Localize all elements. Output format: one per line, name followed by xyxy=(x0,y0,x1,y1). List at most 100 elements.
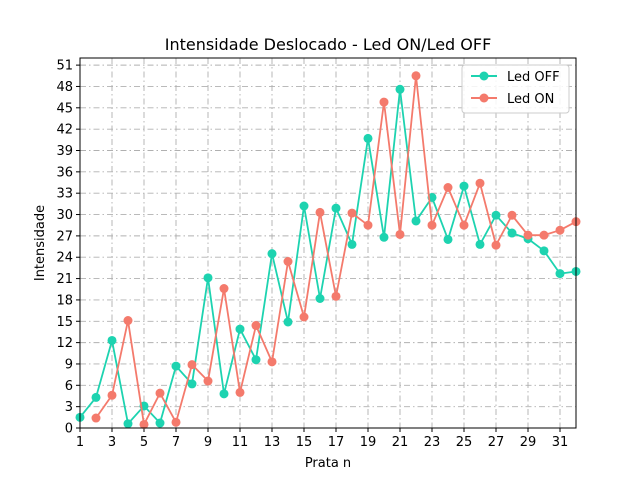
data-point-led-off xyxy=(507,228,517,238)
data-point-led-on xyxy=(219,284,229,294)
data-point-led-on xyxy=(347,208,357,218)
legend-marker-led-off xyxy=(479,71,489,81)
data-point-led-off xyxy=(443,234,453,244)
data-point-led-on xyxy=(427,220,437,230)
x-tick-label: 15 xyxy=(296,435,313,450)
data-point-led-off xyxy=(123,419,133,429)
data-point-led-on xyxy=(155,388,165,398)
x-tick-label: 19 xyxy=(360,435,377,450)
x-axis-label: Prata n xyxy=(305,456,351,471)
data-point-led-on xyxy=(171,417,181,427)
data-point-led-on xyxy=(395,229,405,239)
y-tick-label: 33 xyxy=(56,187,73,202)
chart-title: Intensidade Deslocado - Led ON/Led OFF xyxy=(165,35,492,54)
data-point-led-off xyxy=(187,379,197,389)
data-point-led-on xyxy=(251,321,261,331)
data-point-led-on xyxy=(315,207,325,217)
x-tick-label: 31 xyxy=(552,435,569,450)
data-point-led-on xyxy=(123,316,133,326)
data-point-led-off xyxy=(267,249,277,259)
y-tick-label: 15 xyxy=(56,315,73,330)
data-point-led-on xyxy=(491,240,501,250)
x-tick-label: 5 xyxy=(140,435,148,450)
data-point-led-off xyxy=(475,239,485,249)
x-tick-label: 9 xyxy=(204,435,212,450)
y-tick-label: 51 xyxy=(56,59,73,74)
y-tick-label: 24 xyxy=(56,251,73,266)
y-tick-label: 6 xyxy=(65,379,73,394)
y-tick-label: 18 xyxy=(56,293,73,308)
y-tick-label: 21 xyxy=(56,272,73,287)
y-tick-label: 42 xyxy=(56,123,73,138)
data-point-led-on xyxy=(379,97,389,107)
x-tick-label: 11 xyxy=(232,435,249,450)
y-tick-label: 3 xyxy=(65,400,73,415)
data-point-led-off xyxy=(539,246,549,256)
y-tick-label: 9 xyxy=(65,357,73,372)
data-point-led-off xyxy=(363,133,373,143)
data-point-led-off xyxy=(459,181,469,191)
x-tick-label: 7 xyxy=(172,435,180,450)
y-tick-label: 30 xyxy=(56,208,73,223)
data-point-led-on xyxy=(539,230,549,240)
data-point-led-off xyxy=(411,216,421,226)
data-point-led-off xyxy=(91,392,101,402)
x-tick-label: 25 xyxy=(456,435,473,450)
data-point-led-on xyxy=(187,360,197,370)
data-point-led-on xyxy=(283,257,293,266)
y-tick-label: 45 xyxy=(56,101,73,116)
y-tick-label: 36 xyxy=(56,165,73,180)
legend: Led OFF Led ON xyxy=(461,64,570,114)
data-point-led-on xyxy=(459,220,469,230)
data-point-led-on xyxy=(523,230,533,240)
data-point-led-off xyxy=(203,273,213,283)
data-point-led-off xyxy=(299,201,309,211)
data-point-led-on xyxy=(299,312,309,322)
data-point-led-off xyxy=(379,232,389,242)
data-point-led-on xyxy=(203,376,213,386)
y-tick-label: 48 xyxy=(56,80,73,95)
y-axis-label: Intensidade xyxy=(33,205,48,281)
x-tick-label: 13 xyxy=(264,435,281,450)
grid-lines xyxy=(79,58,576,429)
y-tick-label: 39 xyxy=(56,144,73,159)
data-point-led-off xyxy=(331,203,341,213)
data-point-led-off xyxy=(347,239,357,249)
data-point-led-on xyxy=(475,178,485,188)
x-tick-label: 1 xyxy=(76,435,84,450)
data-point-led-on xyxy=(107,390,117,400)
x-tick-label: 21 xyxy=(392,435,409,450)
data-point-led-off xyxy=(107,335,117,345)
data-point-led-off xyxy=(219,389,229,399)
y-tick-label: 0 xyxy=(65,422,73,437)
y-tick-label: 12 xyxy=(56,336,73,351)
data-point-led-off xyxy=(555,269,565,279)
x-tick-label: 23 xyxy=(424,435,441,450)
data-point-led-off xyxy=(235,324,245,334)
data-point-led-on xyxy=(363,220,373,230)
data-point-led-on xyxy=(139,419,149,429)
axis-ticks: 1 3 5 7 9 11 13 15 17 19 21 23 25 27 29 310369121518212… xyxy=(56,59,568,450)
data-point-led-on xyxy=(267,357,277,367)
data-point-led-on xyxy=(555,225,565,235)
data-point-led-on xyxy=(331,291,341,301)
legend-label-led-on: Led ON xyxy=(507,92,554,107)
legend-label-led-off: Led OFF xyxy=(507,70,560,85)
data-point-led-on xyxy=(507,210,517,220)
data-point-led-on xyxy=(91,413,101,423)
x-tick-label: 27 xyxy=(488,435,505,450)
data-point-led-off xyxy=(491,210,501,220)
x-tick-label: 3 xyxy=(108,435,116,450)
y-tick-label: 27 xyxy=(56,229,73,244)
plot-frame xyxy=(79,57,577,429)
data-point-led-off xyxy=(315,294,325,303)
x-tick-label: 29 xyxy=(520,435,537,450)
x-tick-label: 17 xyxy=(328,435,345,450)
data-point-led-on xyxy=(411,71,421,81)
data-point-led-off xyxy=(251,355,261,365)
series-layer xyxy=(75,71,581,429)
data-point-led-on xyxy=(235,387,245,397)
data-point-led-on xyxy=(443,183,453,192)
data-point-led-off xyxy=(395,84,405,94)
